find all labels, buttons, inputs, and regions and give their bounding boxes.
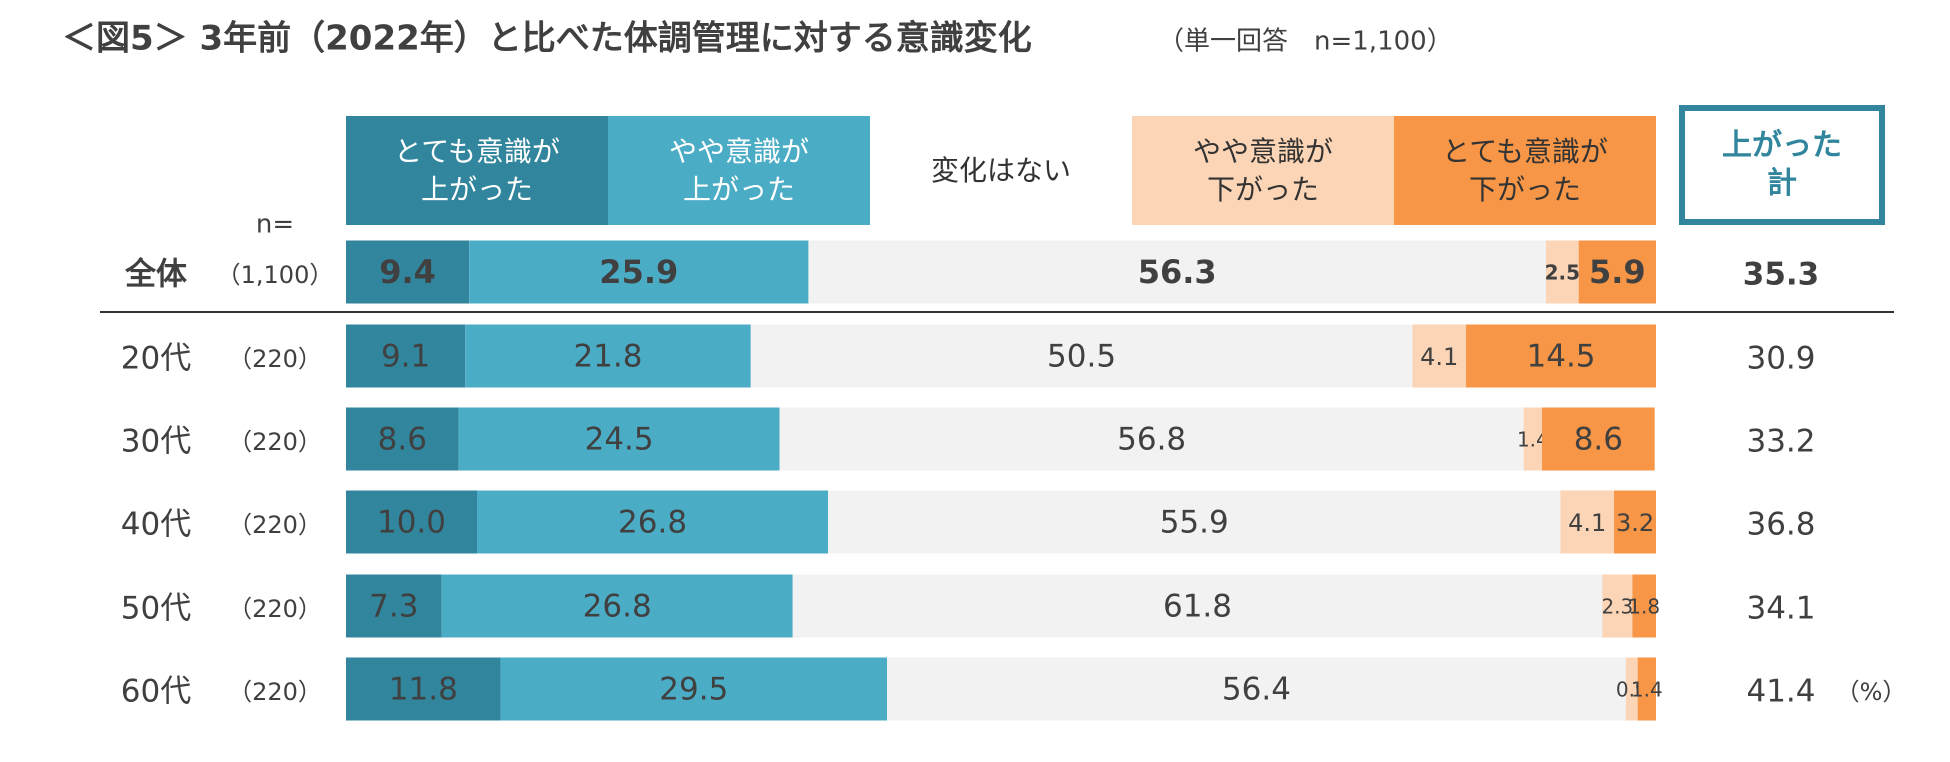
total-label: 36.8 xyxy=(1746,507,1815,543)
bar-segment xyxy=(1523,407,1543,471)
bar-segment xyxy=(1412,324,1467,388)
bar-segment xyxy=(808,240,1546,304)
n-header: n= xyxy=(256,210,294,240)
value-label: 50.5 xyxy=(1047,339,1116,375)
bar-segment xyxy=(1542,407,1655,471)
value-label: 56.4 xyxy=(1222,672,1291,708)
value-label: 56.8 xyxy=(1117,422,1186,458)
bar-segment xyxy=(1466,324,1656,388)
value-label: 2.3 xyxy=(1601,595,1633,619)
value-label: 1.4 xyxy=(1631,678,1663,702)
value-label: 21.8 xyxy=(573,339,642,375)
chart-subtitle: （単一回答 n=1,100） xyxy=(1158,27,1453,57)
value-label: 25.9 xyxy=(599,253,678,291)
chart-title: ＜図5＞ 3年前（2022年）と比べた体調管理に対する意識変化 xyxy=(62,19,1032,59)
legend-item: やや意識が 下がった xyxy=(1132,116,1394,225)
bar-segment xyxy=(1602,574,1633,638)
bar-segment xyxy=(1625,657,1638,721)
value-label: 4.1 xyxy=(1568,509,1606,537)
n-label: （220） xyxy=(228,678,322,706)
bar-segment xyxy=(346,574,442,638)
bar-segment xyxy=(1614,490,1656,554)
category-label: 60代 xyxy=(121,674,191,710)
value-label: 4.1 xyxy=(1420,343,1458,371)
n-label: （220） xyxy=(228,595,322,623)
bar-segment xyxy=(500,657,888,721)
bar-segment xyxy=(346,324,466,388)
bar-segment xyxy=(828,490,1561,554)
value-label: 11.8 xyxy=(389,672,458,708)
legend-item: やや意識が 上がった xyxy=(608,116,870,225)
bar-segment xyxy=(1560,490,1615,554)
n-label: （220） xyxy=(228,428,322,456)
total-label: 35.3 xyxy=(1743,257,1820,293)
bar-segment xyxy=(779,407,1524,471)
unit-label: （%） xyxy=(1836,678,1907,706)
bar-segment xyxy=(346,657,501,721)
bar-segment xyxy=(1578,240,1656,304)
value-label: 56.3 xyxy=(1138,253,1217,291)
bar-segment xyxy=(1632,574,1656,638)
bar-segment xyxy=(346,407,459,471)
legend-item: とても意識が 上がった xyxy=(346,116,608,225)
n-label: （220） xyxy=(228,345,322,373)
bar-segment xyxy=(792,574,1603,638)
value-label: 14.5 xyxy=(1527,339,1596,375)
value-label: 5.9 xyxy=(1589,253,1646,291)
category-label: 30代 xyxy=(121,424,191,460)
value-label: 7.3 xyxy=(369,589,418,625)
value-label: 8.6 xyxy=(378,422,427,458)
value-label: 10.0 xyxy=(377,505,446,541)
category-label: 50代 xyxy=(121,591,191,627)
value-label: 26.8 xyxy=(583,589,652,625)
value-label: 24.5 xyxy=(585,422,654,458)
bar-segment xyxy=(441,574,793,638)
total-label: 34.1 xyxy=(1746,591,1815,627)
value-label: 9.1 xyxy=(381,339,430,375)
bar-segment xyxy=(469,240,809,304)
value-label: 61.8 xyxy=(1163,589,1232,625)
total-header: 上がった 計 xyxy=(1679,105,1885,225)
n-label: （220） xyxy=(228,511,322,539)
total-label: 33.2 xyxy=(1746,424,1815,460)
bar-segment xyxy=(346,490,477,554)
value-label: 9.4 xyxy=(379,253,436,291)
value-label: 8.6 xyxy=(1574,422,1623,458)
bar-segment xyxy=(750,324,1413,388)
value-label: 3.2 xyxy=(1616,509,1654,537)
legend-item: とても意識が 下がった xyxy=(1394,116,1656,225)
category-label: 全体 xyxy=(124,257,187,293)
total-label: 41.4 xyxy=(1746,674,1815,710)
total-label: 30.9 xyxy=(1746,341,1815,377)
bar-segment xyxy=(346,240,470,304)
value-label: 2.5 xyxy=(1545,261,1580,285)
bar-segment xyxy=(887,657,1626,721)
bar-segment xyxy=(477,490,829,554)
value-label: 29.5 xyxy=(659,672,728,708)
bar-segment xyxy=(465,324,751,388)
bar-segment xyxy=(1545,240,1579,304)
value-label: 1.8 xyxy=(1628,595,1660,619)
bar-segment xyxy=(1637,657,1656,721)
category-label: 40代 xyxy=(121,507,191,543)
value-label: 55.9 xyxy=(1160,505,1229,541)
n-label: （1,100） xyxy=(217,261,334,289)
value-label: 26.8 xyxy=(618,505,687,541)
category-label: 20代 xyxy=(121,341,191,377)
bar-segment xyxy=(458,407,780,471)
legend-item: 変化はない xyxy=(930,153,1071,187)
